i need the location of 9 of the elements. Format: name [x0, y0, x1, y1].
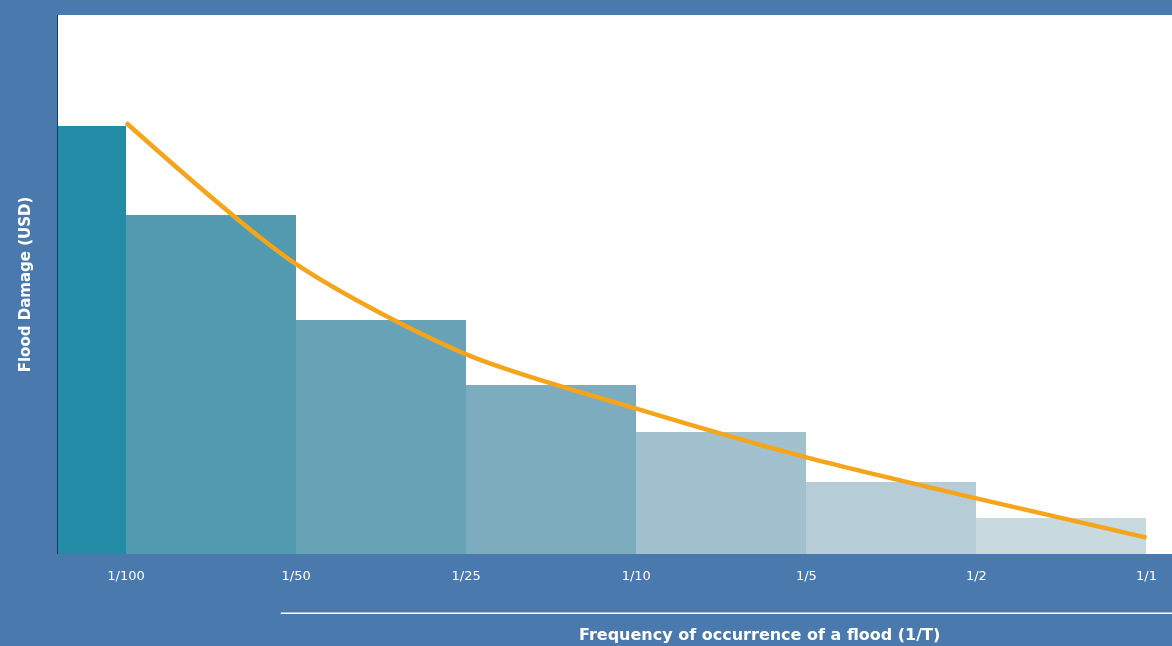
x-tick-label: 1/50 [281, 568, 311, 583]
x-tick-label: 1/2 [965, 568, 987, 583]
x-tick-label: 1/25 [451, 568, 481, 583]
x-tick-label: 1/100 [107, 568, 145, 583]
x-tick-label: 1/5 [795, 568, 817, 583]
x-tick-label: 1/1 [1136, 568, 1157, 583]
x-axis-title: Frequency of occurrence of a flood (1/T) [579, 625, 941, 644]
x-tick-label: 1/10 [621, 568, 651, 583]
y-axis-title: Flood Damage (USD) [16, 196, 35, 373]
